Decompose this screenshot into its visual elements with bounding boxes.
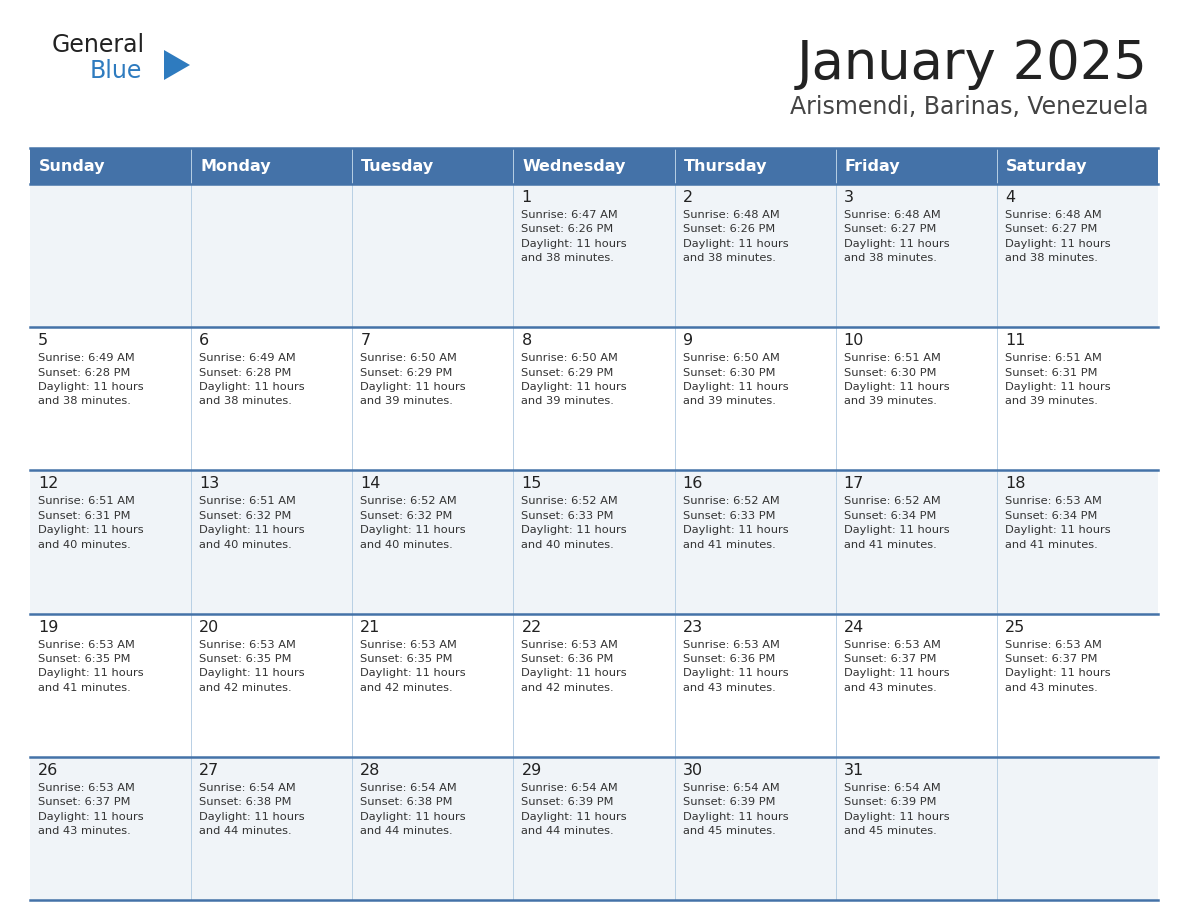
Text: Sunrise: 6:54 AM
Sunset: 6:39 PM
Daylight: 11 hours
and 45 minutes.: Sunrise: 6:54 AM Sunset: 6:39 PM Dayligh… bbox=[683, 783, 788, 836]
Text: 13: 13 bbox=[200, 476, 220, 491]
Text: Sunrise: 6:50 AM
Sunset: 6:30 PM
Daylight: 11 hours
and 39 minutes.: Sunrise: 6:50 AM Sunset: 6:30 PM Dayligh… bbox=[683, 353, 788, 407]
Text: 6: 6 bbox=[200, 333, 209, 348]
Text: Wednesday: Wednesday bbox=[523, 159, 626, 174]
Text: 8: 8 bbox=[522, 333, 532, 348]
Text: Sunrise: 6:49 AM
Sunset: 6:28 PM
Daylight: 11 hours
and 38 minutes.: Sunrise: 6:49 AM Sunset: 6:28 PM Dayligh… bbox=[200, 353, 305, 407]
Text: Sunrise: 6:53 AM
Sunset: 6:37 PM
Daylight: 11 hours
and 43 minutes.: Sunrise: 6:53 AM Sunset: 6:37 PM Dayligh… bbox=[843, 640, 949, 693]
Text: Sunrise: 6:51 AM
Sunset: 6:31 PM
Daylight: 11 hours
and 39 minutes.: Sunrise: 6:51 AM Sunset: 6:31 PM Dayligh… bbox=[1005, 353, 1111, 407]
Text: 27: 27 bbox=[200, 763, 220, 778]
Text: Sunrise: 6:52 AM
Sunset: 6:33 PM
Daylight: 11 hours
and 41 minutes.: Sunrise: 6:52 AM Sunset: 6:33 PM Dayligh… bbox=[683, 497, 788, 550]
Text: Thursday: Thursday bbox=[683, 159, 767, 174]
Text: 4: 4 bbox=[1005, 190, 1015, 205]
Text: 25: 25 bbox=[1005, 620, 1025, 634]
FancyBboxPatch shape bbox=[30, 148, 1158, 184]
Text: Sunrise: 6:54 AM
Sunset: 6:39 PM
Daylight: 11 hours
and 45 minutes.: Sunrise: 6:54 AM Sunset: 6:39 PM Dayligh… bbox=[843, 783, 949, 836]
Text: 21: 21 bbox=[360, 620, 380, 634]
Text: General: General bbox=[52, 33, 145, 57]
Text: Sunrise: 6:54 AM
Sunset: 6:38 PM
Daylight: 11 hours
and 44 minutes.: Sunrise: 6:54 AM Sunset: 6:38 PM Dayligh… bbox=[360, 783, 466, 836]
Text: 12: 12 bbox=[38, 476, 58, 491]
Text: Sunrise: 6:52 AM
Sunset: 6:32 PM
Daylight: 11 hours
and 40 minutes.: Sunrise: 6:52 AM Sunset: 6:32 PM Dayligh… bbox=[360, 497, 466, 550]
Text: 28: 28 bbox=[360, 763, 380, 778]
Text: 1: 1 bbox=[522, 190, 532, 205]
Text: Sunrise: 6:53 AM
Sunset: 6:37 PM
Daylight: 11 hours
and 43 minutes.: Sunrise: 6:53 AM Sunset: 6:37 PM Dayligh… bbox=[1005, 640, 1111, 693]
Text: 7: 7 bbox=[360, 333, 371, 348]
Text: 2: 2 bbox=[683, 190, 693, 205]
Text: Saturday: Saturday bbox=[1006, 159, 1087, 174]
Text: Sunrise: 6:53 AM
Sunset: 6:37 PM
Daylight: 11 hours
and 43 minutes.: Sunrise: 6:53 AM Sunset: 6:37 PM Dayligh… bbox=[38, 783, 144, 836]
Text: January 2025: January 2025 bbox=[797, 38, 1148, 90]
Text: Sunrise: 6:53 AM
Sunset: 6:34 PM
Daylight: 11 hours
and 41 minutes.: Sunrise: 6:53 AM Sunset: 6:34 PM Dayligh… bbox=[1005, 497, 1111, 550]
Text: Friday: Friday bbox=[845, 159, 901, 174]
FancyBboxPatch shape bbox=[30, 613, 1158, 756]
Text: Blue: Blue bbox=[90, 59, 143, 83]
Text: Sunrise: 6:54 AM
Sunset: 6:38 PM
Daylight: 11 hours
and 44 minutes.: Sunrise: 6:54 AM Sunset: 6:38 PM Dayligh… bbox=[200, 783, 305, 836]
Text: Sunrise: 6:47 AM
Sunset: 6:26 PM
Daylight: 11 hours
and 38 minutes.: Sunrise: 6:47 AM Sunset: 6:26 PM Dayligh… bbox=[522, 210, 627, 263]
Text: Sunrise: 6:53 AM
Sunset: 6:35 PM
Daylight: 11 hours
and 42 minutes.: Sunrise: 6:53 AM Sunset: 6:35 PM Dayligh… bbox=[200, 640, 305, 693]
Text: 19: 19 bbox=[38, 620, 58, 634]
Text: 16: 16 bbox=[683, 476, 703, 491]
Text: Sunrise: 6:48 AM
Sunset: 6:26 PM
Daylight: 11 hours
and 38 minutes.: Sunrise: 6:48 AM Sunset: 6:26 PM Dayligh… bbox=[683, 210, 788, 263]
Text: 17: 17 bbox=[843, 476, 864, 491]
Text: 3: 3 bbox=[843, 190, 854, 205]
Text: Sunrise: 6:53 AM
Sunset: 6:36 PM
Daylight: 11 hours
and 43 minutes.: Sunrise: 6:53 AM Sunset: 6:36 PM Dayligh… bbox=[683, 640, 788, 693]
Text: 18: 18 bbox=[1005, 476, 1025, 491]
Text: Sunrise: 6:52 AM
Sunset: 6:33 PM
Daylight: 11 hours
and 40 minutes.: Sunrise: 6:52 AM Sunset: 6:33 PM Dayligh… bbox=[522, 497, 627, 550]
FancyBboxPatch shape bbox=[30, 327, 1158, 470]
Text: Sunrise: 6:51 AM
Sunset: 6:30 PM
Daylight: 11 hours
and 39 minutes.: Sunrise: 6:51 AM Sunset: 6:30 PM Dayligh… bbox=[843, 353, 949, 407]
Text: Sunrise: 6:53 AM
Sunset: 6:36 PM
Daylight: 11 hours
and 42 minutes.: Sunrise: 6:53 AM Sunset: 6:36 PM Dayligh… bbox=[522, 640, 627, 693]
Text: 26: 26 bbox=[38, 763, 58, 778]
Text: Sunrise: 6:51 AM
Sunset: 6:32 PM
Daylight: 11 hours
and 40 minutes.: Sunrise: 6:51 AM Sunset: 6:32 PM Dayligh… bbox=[200, 497, 305, 550]
Text: 23: 23 bbox=[683, 620, 702, 634]
Text: Tuesday: Tuesday bbox=[361, 159, 435, 174]
Text: Sunrise: 6:50 AM
Sunset: 6:29 PM
Daylight: 11 hours
and 39 minutes.: Sunrise: 6:50 AM Sunset: 6:29 PM Dayligh… bbox=[360, 353, 466, 407]
Text: 24: 24 bbox=[843, 620, 864, 634]
Text: Sunrise: 6:52 AM
Sunset: 6:34 PM
Daylight: 11 hours
and 41 minutes.: Sunrise: 6:52 AM Sunset: 6:34 PM Dayligh… bbox=[843, 497, 949, 550]
FancyBboxPatch shape bbox=[30, 184, 1158, 327]
Text: 30: 30 bbox=[683, 763, 702, 778]
Text: Sunrise: 6:50 AM
Sunset: 6:29 PM
Daylight: 11 hours
and 39 minutes.: Sunrise: 6:50 AM Sunset: 6:29 PM Dayligh… bbox=[522, 353, 627, 407]
Text: 20: 20 bbox=[200, 620, 220, 634]
Text: 10: 10 bbox=[843, 333, 864, 348]
Text: Sunrise: 6:51 AM
Sunset: 6:31 PM
Daylight: 11 hours
and 40 minutes.: Sunrise: 6:51 AM Sunset: 6:31 PM Dayligh… bbox=[38, 497, 144, 550]
FancyBboxPatch shape bbox=[30, 470, 1158, 613]
Text: 15: 15 bbox=[522, 476, 542, 491]
Text: Arismendi, Barinas, Venezuela: Arismendi, Barinas, Venezuela bbox=[790, 95, 1148, 119]
Text: Sunrise: 6:49 AM
Sunset: 6:28 PM
Daylight: 11 hours
and 38 minutes.: Sunrise: 6:49 AM Sunset: 6:28 PM Dayligh… bbox=[38, 353, 144, 407]
Text: 11: 11 bbox=[1005, 333, 1025, 348]
Text: Sunrise: 6:48 AM
Sunset: 6:27 PM
Daylight: 11 hours
and 38 minutes.: Sunrise: 6:48 AM Sunset: 6:27 PM Dayligh… bbox=[1005, 210, 1111, 263]
Text: 22: 22 bbox=[522, 620, 542, 634]
Text: 5: 5 bbox=[38, 333, 49, 348]
Text: 14: 14 bbox=[360, 476, 380, 491]
Text: 29: 29 bbox=[522, 763, 542, 778]
Text: Sunrise: 6:53 AM
Sunset: 6:35 PM
Daylight: 11 hours
and 42 minutes.: Sunrise: 6:53 AM Sunset: 6:35 PM Dayligh… bbox=[360, 640, 466, 693]
Polygon shape bbox=[164, 50, 190, 80]
Text: 9: 9 bbox=[683, 333, 693, 348]
Text: Sunrise: 6:54 AM
Sunset: 6:39 PM
Daylight: 11 hours
and 44 minutes.: Sunrise: 6:54 AM Sunset: 6:39 PM Dayligh… bbox=[522, 783, 627, 836]
Text: Sunrise: 6:53 AM
Sunset: 6:35 PM
Daylight: 11 hours
and 41 minutes.: Sunrise: 6:53 AM Sunset: 6:35 PM Dayligh… bbox=[38, 640, 144, 693]
FancyBboxPatch shape bbox=[30, 756, 1158, 900]
Text: Sunrise: 6:48 AM
Sunset: 6:27 PM
Daylight: 11 hours
and 38 minutes.: Sunrise: 6:48 AM Sunset: 6:27 PM Dayligh… bbox=[843, 210, 949, 263]
Text: Monday: Monday bbox=[200, 159, 271, 174]
Text: Sunday: Sunday bbox=[39, 159, 106, 174]
Text: 31: 31 bbox=[843, 763, 864, 778]
